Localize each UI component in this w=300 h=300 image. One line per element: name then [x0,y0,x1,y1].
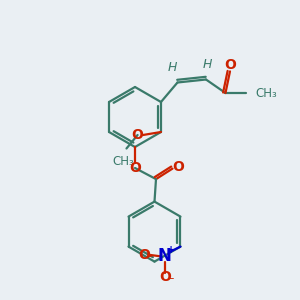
Text: ⁻: ⁻ [145,253,152,266]
Text: O: O [132,128,143,142]
Text: ⁻: ⁻ [167,275,174,288]
Text: O: O [138,248,150,262]
Text: O: O [159,270,171,284]
Text: CH₃: CH₃ [112,155,134,168]
Text: O: O [172,160,184,174]
Text: O: O [224,58,236,72]
Text: N: N [158,247,172,265]
Text: CH₃: CH₃ [255,86,277,100]
Text: +: + [167,245,175,255]
Text: O: O [129,161,141,175]
Text: H: H [167,61,177,74]
Text: H: H [203,58,212,71]
